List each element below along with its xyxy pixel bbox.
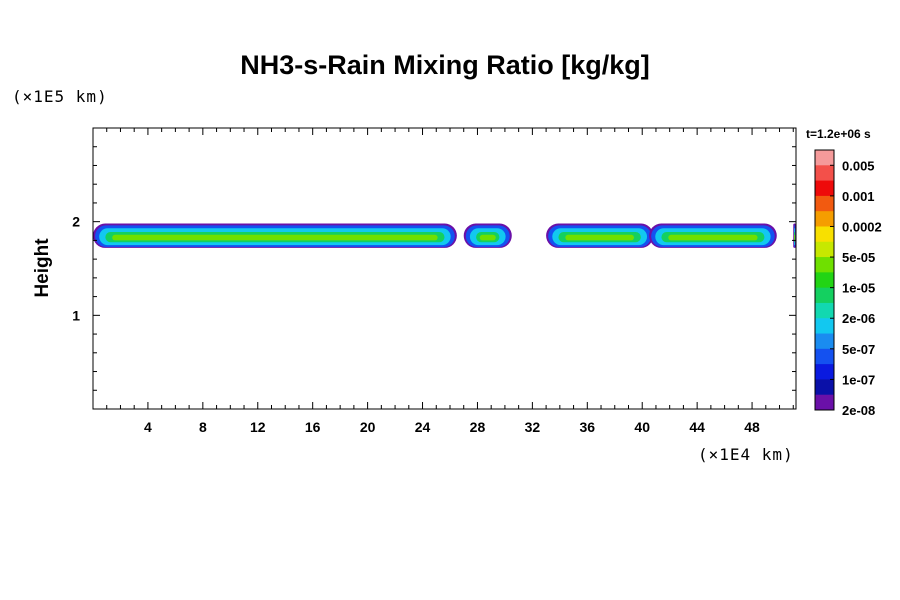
cloud-contour xyxy=(565,234,634,241)
x-tick-label: 8 xyxy=(199,419,207,435)
colorbar-swatch xyxy=(815,257,834,273)
colorbar-swatch xyxy=(815,211,834,227)
time-label: t=1.2e+06 s xyxy=(806,127,871,141)
cloud-contour xyxy=(668,234,758,241)
plot-frame xyxy=(92,127,797,410)
y-tick-label: 2 xyxy=(72,214,80,230)
colorbar-swatch xyxy=(815,318,834,335)
colorbar-swatch xyxy=(815,348,834,365)
y-unit-label: (×1E5 km) xyxy=(12,87,108,106)
x-tick-label: 28 xyxy=(470,419,486,435)
x-tick-label: 36 xyxy=(580,419,596,435)
colorbar-label: 2e-06 xyxy=(842,311,875,326)
colorbar-swatch xyxy=(815,180,834,197)
colorbar-swatch xyxy=(815,333,834,350)
colorbar-label: 5e-07 xyxy=(842,342,875,357)
colorbar-label: 0.0002 xyxy=(842,219,882,234)
colorbar-frame xyxy=(814,149,835,411)
colorbar-label: 1e-05 xyxy=(842,281,875,296)
colorbar-swatch xyxy=(815,195,834,212)
colorbar-swatch xyxy=(815,287,834,304)
colorbar-swatch xyxy=(815,364,834,380)
colorbar-label: 5e-05 xyxy=(842,250,875,265)
x-tick-label: 40 xyxy=(634,419,650,435)
colorbar-swatch xyxy=(815,394,834,411)
cloud-field xyxy=(93,223,796,248)
y-tick-label: 1 xyxy=(72,307,80,323)
colorbar-swatch xyxy=(815,302,834,319)
colorbar-label: 1e-07 xyxy=(842,372,875,387)
cloud-contour xyxy=(112,234,438,241)
y-axis-label: Height xyxy=(32,238,53,298)
x-tick-label: 16 xyxy=(305,419,321,435)
cloud-contour xyxy=(794,234,796,241)
colorbar-swatch xyxy=(815,272,834,289)
colorbar-swatch xyxy=(815,379,834,396)
x-tick-label: 44 xyxy=(689,419,705,435)
colorbar: 0.005 0.001 0.0002 5e-05 1e-05 2e-06 5e-07 1e-0… xyxy=(814,149,882,418)
x-tick-label: 4 xyxy=(144,419,152,435)
colorbar-label: 0.001 xyxy=(842,189,875,204)
colorbar-swatch xyxy=(815,165,834,182)
axis-ticks xyxy=(93,128,796,409)
x-tick-labels: 4 8 12 16 20 24 28 32 36 40 44 48 xyxy=(144,419,760,435)
colorbar-swatch xyxy=(815,150,834,166)
x-tick-label: 48 xyxy=(744,419,760,435)
cloud-contour xyxy=(479,234,496,241)
x-tick-label: 32 xyxy=(525,419,541,435)
chart-title: NH3-s-Rain Mixing Ratio [kg/kg] xyxy=(240,50,650,80)
y-tick-labels: 12 xyxy=(72,214,80,324)
colorbar-swatch xyxy=(815,226,834,243)
x-unit-label: (×1E4 km) xyxy=(698,445,794,464)
colorbar-swatch xyxy=(815,241,834,258)
x-tick-label: 20 xyxy=(360,419,376,435)
colorbar-label: 0.005 xyxy=(842,158,875,173)
x-tick-label: 24 xyxy=(415,419,431,435)
colorbar-label: 2e-08 xyxy=(842,403,875,418)
x-tick-label: 12 xyxy=(250,419,266,435)
